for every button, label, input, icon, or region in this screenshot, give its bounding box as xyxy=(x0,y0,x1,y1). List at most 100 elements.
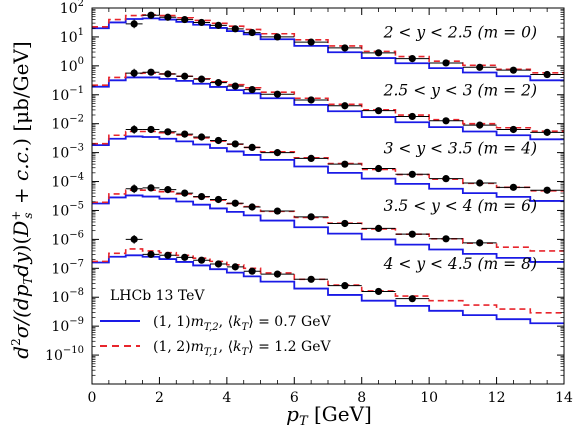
data-point xyxy=(248,267,256,275)
data-point xyxy=(197,192,206,201)
data-point xyxy=(231,25,239,33)
blue-curve-8 xyxy=(92,254,564,325)
experiment-annotation: LHCb 13 TeV xyxy=(110,288,205,304)
legend-entry-blue: (1, 1)mT,2, ⟨kT⟩ = 0.7 GeV xyxy=(153,314,331,333)
x-tick-label: 6 xyxy=(290,390,299,406)
data-point xyxy=(164,70,172,78)
data-point xyxy=(307,275,315,283)
data-point xyxy=(181,253,189,261)
data-point xyxy=(341,44,349,52)
curves-layer xyxy=(92,14,564,325)
y-tick-label: 10−5 xyxy=(51,200,84,219)
y-axis-label: d2σ/(dpTdy)(D+s + c.c.) [μb/GeV] xyxy=(9,41,35,358)
data-point xyxy=(197,256,206,264)
data-point xyxy=(476,179,484,187)
data-point xyxy=(231,82,239,90)
y-tick-label: 10−1 xyxy=(51,85,84,104)
data-points-layer xyxy=(125,11,564,303)
data-point xyxy=(231,263,239,271)
data-point xyxy=(130,235,138,243)
data-point xyxy=(543,186,551,194)
x-tick-label: 10 xyxy=(420,390,438,406)
y-tick-label: 10−7 xyxy=(51,258,84,277)
data-point xyxy=(273,207,282,215)
data-point xyxy=(197,18,206,27)
data-point xyxy=(442,235,450,243)
data-point xyxy=(509,66,518,74)
data-point xyxy=(273,33,282,41)
x-tick-label: 4 xyxy=(222,390,231,406)
data-point xyxy=(181,189,189,197)
data-point xyxy=(408,295,416,303)
data-point xyxy=(214,195,223,204)
y-tick-label: 102 xyxy=(60,0,84,17)
data-point xyxy=(341,219,349,228)
data-point xyxy=(374,107,383,115)
data-point xyxy=(147,68,155,76)
data-point xyxy=(248,203,256,211)
data-point xyxy=(476,239,484,247)
rapidity-label-8: 4 < y < 4.5 (m = 8) xyxy=(383,255,537,273)
data-point xyxy=(374,224,383,232)
rapidity-label-0: 2 < y < 2.5 (m = 0) xyxy=(383,24,537,42)
data-point xyxy=(248,85,256,94)
data-point xyxy=(307,213,315,221)
data-point xyxy=(147,184,155,192)
x-tick-label: 0 xyxy=(88,390,97,406)
data-point xyxy=(181,130,189,138)
data-point xyxy=(509,125,518,134)
data-point xyxy=(231,140,239,148)
data-point xyxy=(197,133,206,141)
x-tick-label: 12 xyxy=(488,390,506,406)
data-point xyxy=(147,250,155,259)
data-point xyxy=(543,70,551,79)
data-point xyxy=(273,270,282,278)
data-point xyxy=(442,59,450,67)
rapidity-label-6: 3.5 < y < 4 (m = 6) xyxy=(384,197,537,215)
data-point xyxy=(374,164,383,173)
data-point xyxy=(442,117,450,125)
blue-curve-4 xyxy=(92,135,564,202)
data-point xyxy=(181,15,189,24)
data-point xyxy=(231,199,239,207)
y-tick-label: 10−10 xyxy=(45,345,84,364)
blue-curve-6 xyxy=(92,194,564,263)
data-point xyxy=(476,63,484,71)
data-point xyxy=(408,112,416,121)
data-point xyxy=(341,102,349,110)
y-tick-label: 101 xyxy=(60,27,84,46)
data-point xyxy=(130,69,138,77)
data-point xyxy=(248,28,256,37)
y-tick-label: 10−9 xyxy=(51,316,84,335)
data-point xyxy=(509,183,518,191)
rapidity-labels: 2 < y < 2.5 (m = 0) 2.5 < y < 3 (m = 2) 3 … xyxy=(383,24,537,273)
data-point xyxy=(307,38,315,46)
legend: (1, 1)mT,2, ⟨kT⟩ = 0.7 GeV (1, 2)mT,1, ⟨… xyxy=(100,314,331,358)
data-point xyxy=(214,136,223,145)
data-point xyxy=(130,185,138,193)
blue-curve-2 xyxy=(92,76,564,141)
x-tick-label: 14 xyxy=(555,390,573,406)
data-point xyxy=(248,143,256,152)
data-point xyxy=(341,160,349,168)
red-curve-4 xyxy=(92,130,564,192)
x-tick-label: 2 xyxy=(155,390,164,406)
data-point xyxy=(442,175,450,183)
data-point xyxy=(476,121,484,129)
data-point xyxy=(408,55,416,63)
data-point xyxy=(164,128,172,136)
data-point xyxy=(147,125,155,134)
data-point xyxy=(164,13,172,21)
x-axis-label: pT [GeV] xyxy=(286,402,372,429)
axes: 0 2 4 6 8 10 12 14 102 101 100 10−1 10−2 10−3 10−4 10−5… xyxy=(45,0,573,406)
rapidity-label-2: 2.5 < y < 3 (m = 2) xyxy=(383,81,537,99)
data-point xyxy=(214,21,223,29)
data-point xyxy=(197,75,206,83)
data-point xyxy=(147,11,155,19)
data-point xyxy=(130,125,138,134)
x-tick-label: 8 xyxy=(357,390,366,406)
y-tick-label: 10−6 xyxy=(51,229,84,248)
y-tick-label: 10−8 xyxy=(51,287,84,306)
rapidity-label-4: 3 < y < 3.5 (m = 4) xyxy=(384,139,537,157)
